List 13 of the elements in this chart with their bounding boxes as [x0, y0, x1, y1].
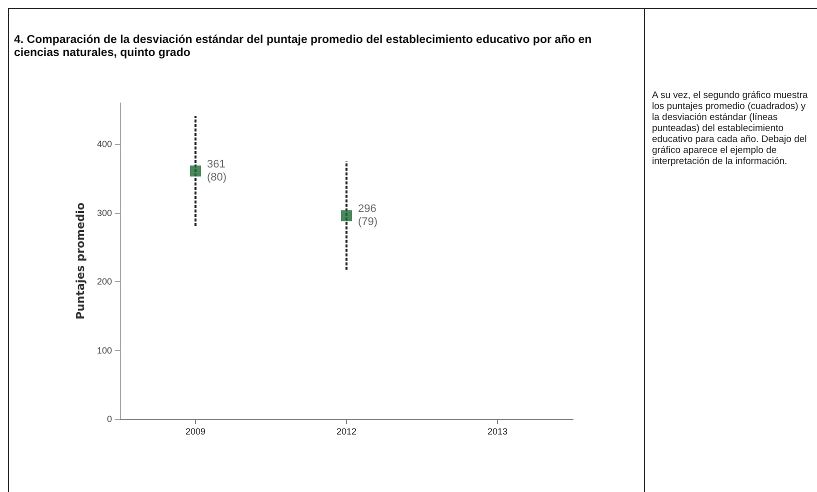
- y-tick-label: 300: [96, 208, 112, 218]
- data-label: 361 (80): [207, 158, 227, 184]
- x-tick-label: 2013: [487, 426, 508, 436]
- x-tick-label: 2012: [336, 426, 357, 436]
- y-tick-label: 100: [96, 345, 112, 356]
- y-tick-label: 200: [96, 276, 112, 287]
- text: A su vez, el segundo gráfico muestra los puntajes promedio (cuadrados) y la desviación estándar (líneas punteadas) del establecimiento educativo para cada año. Debajo del gráfico aparece el ejemplo de interpretación de la información.: [652, 90, 809, 167]
- data-label: 296 (79): [358, 203, 378, 228]
- x-tick-label: 2009: [185, 426, 206, 436]
- y-tick-label: 400: [96, 139, 112, 150]
- y-axis-title: Puntajes promedio: [74, 202, 88, 320]
- y-tick-label: 0: [106, 414, 112, 424]
- chart-title: 4. Comparación de la desviación estándar del puntaje promedio del establecimiento educativo por año en ciencias naturales, quinto grado: [14, 34, 593, 60]
